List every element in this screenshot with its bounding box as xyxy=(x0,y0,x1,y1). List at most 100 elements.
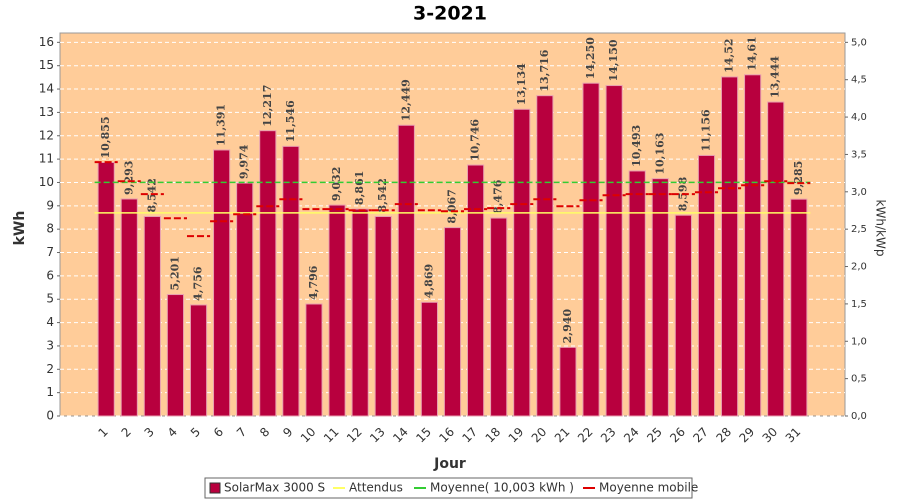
legend-label: Attendus xyxy=(349,481,403,495)
bar xyxy=(374,216,392,417)
y-tick-label: 3 xyxy=(46,338,54,352)
bar xyxy=(143,216,161,417)
y-tick-label: 1 xyxy=(46,385,54,399)
x-tick-label: 6 xyxy=(211,425,226,440)
value-label: 4,869 xyxy=(422,264,435,298)
value-label: 10,493 xyxy=(630,125,643,167)
y-tick-label: 10 xyxy=(39,175,54,189)
x-tick-label: 15 xyxy=(413,425,434,446)
y-axis-label: kWh xyxy=(12,211,28,246)
x-tick-label: 10 xyxy=(298,425,319,446)
x-tick-label: 17 xyxy=(459,425,480,446)
bar xyxy=(305,303,323,417)
y2-tick-label: 2,0 xyxy=(851,262,867,273)
bar xyxy=(513,108,531,417)
chart-title: 3-2021 xyxy=(413,3,487,25)
bar xyxy=(282,145,300,417)
x-tick-label: 20 xyxy=(529,425,550,446)
bar xyxy=(97,161,115,417)
value-label: 9,974 xyxy=(238,144,251,179)
x-tick-label: 2 xyxy=(119,425,134,440)
value-label: 4,796 xyxy=(307,265,320,300)
bar xyxy=(628,170,646,417)
x-tick-label: 26 xyxy=(667,425,688,446)
x-tick-label: 13 xyxy=(367,425,388,446)
x-tick-label: 3 xyxy=(142,425,157,440)
value-label: 13,444 xyxy=(769,56,782,98)
value-label: 14,150 xyxy=(607,39,620,81)
bar xyxy=(744,74,762,417)
x-tick-label: 14 xyxy=(390,425,411,446)
value-label: 10,855 xyxy=(99,116,112,158)
bar xyxy=(651,178,669,417)
x-tick-label: 23 xyxy=(598,425,619,446)
bar xyxy=(536,95,554,417)
value-label: 8,542 xyxy=(376,178,389,212)
value-label: 12,449 xyxy=(399,79,412,121)
value-label: 5,201 xyxy=(168,256,181,290)
x-tick-label: 28 xyxy=(713,425,734,446)
x-tick-label: 11 xyxy=(321,425,342,446)
bar xyxy=(605,85,623,417)
legend-label: Moyenne( 10,003 kWh ) xyxy=(430,481,574,495)
value-label: 11,391 xyxy=(215,104,228,146)
bar xyxy=(259,130,277,417)
y2-tick-label: 4,5 xyxy=(851,75,867,86)
bar xyxy=(328,204,346,417)
y2-tick-label: 3,5 xyxy=(851,149,867,160)
y-tick-label: 12 xyxy=(39,128,54,142)
value-label: 9,032 xyxy=(330,167,343,201)
value-label: 14,61 xyxy=(746,36,759,70)
x-tick-label: 21 xyxy=(552,425,573,446)
value-label: 2,940 xyxy=(561,309,574,344)
y-tick-label: 6 xyxy=(46,268,54,282)
legend-label: Moyenne mobile xyxy=(599,481,698,495)
x-tick-label: 7 xyxy=(234,425,249,440)
y2-tick-label: 0,5 xyxy=(851,374,867,385)
bar xyxy=(559,346,577,417)
y-tick-label: 5 xyxy=(46,292,54,306)
x-tick-label: 30 xyxy=(760,425,781,446)
value-label: 9,285 xyxy=(792,161,805,195)
y-tick-label: 11 xyxy=(39,152,54,166)
y-tick-label: 9 xyxy=(46,198,54,212)
y-tick-label: 0 xyxy=(46,409,54,423)
x-tick-label: 29 xyxy=(737,425,758,446)
y2-tick-label: 1,5 xyxy=(851,299,867,310)
y2-tick-label: 0,0 xyxy=(851,411,867,422)
bar xyxy=(443,227,462,417)
x-tick-label: 16 xyxy=(436,425,457,446)
y-tick-label: 8 xyxy=(46,222,54,236)
x-tick-label: 1 xyxy=(95,425,110,440)
y2-tick-label: 3,0 xyxy=(851,187,867,198)
x-tick-label: 24 xyxy=(621,425,642,446)
value-label: 14,52 xyxy=(723,38,736,72)
bar xyxy=(213,149,231,417)
x-tick-label: 19 xyxy=(506,425,527,446)
bar xyxy=(720,76,739,417)
value-label: 9,293 xyxy=(122,161,135,195)
value-label: 8,476 xyxy=(492,179,505,214)
y2-tick-label: 4,0 xyxy=(851,112,867,123)
bar xyxy=(397,124,415,417)
value-label: 13,134 xyxy=(515,63,528,105)
bar xyxy=(790,198,808,417)
value-label: 14,250 xyxy=(584,37,597,79)
bar xyxy=(351,208,369,417)
y2-tick-label: 1,0 xyxy=(851,336,867,347)
y-tick-label: 15 xyxy=(39,58,54,72)
y2-tick-label: 2,5 xyxy=(851,224,867,235)
x-tick-label: 9 xyxy=(280,425,295,440)
y2-tick-label: 5,0 xyxy=(851,37,867,48)
bar xyxy=(120,198,138,417)
value-label: 12,217 xyxy=(261,85,274,127)
x-tick-label: 31 xyxy=(783,425,804,446)
bar xyxy=(467,164,485,417)
y-tick-label: 7 xyxy=(46,245,54,259)
x-tick-label: 4 xyxy=(165,425,180,440)
value-label: 8,542 xyxy=(145,178,158,212)
value-label: 10,163 xyxy=(653,133,666,175)
value-label: 13,716 xyxy=(538,49,551,91)
bar xyxy=(189,304,208,417)
